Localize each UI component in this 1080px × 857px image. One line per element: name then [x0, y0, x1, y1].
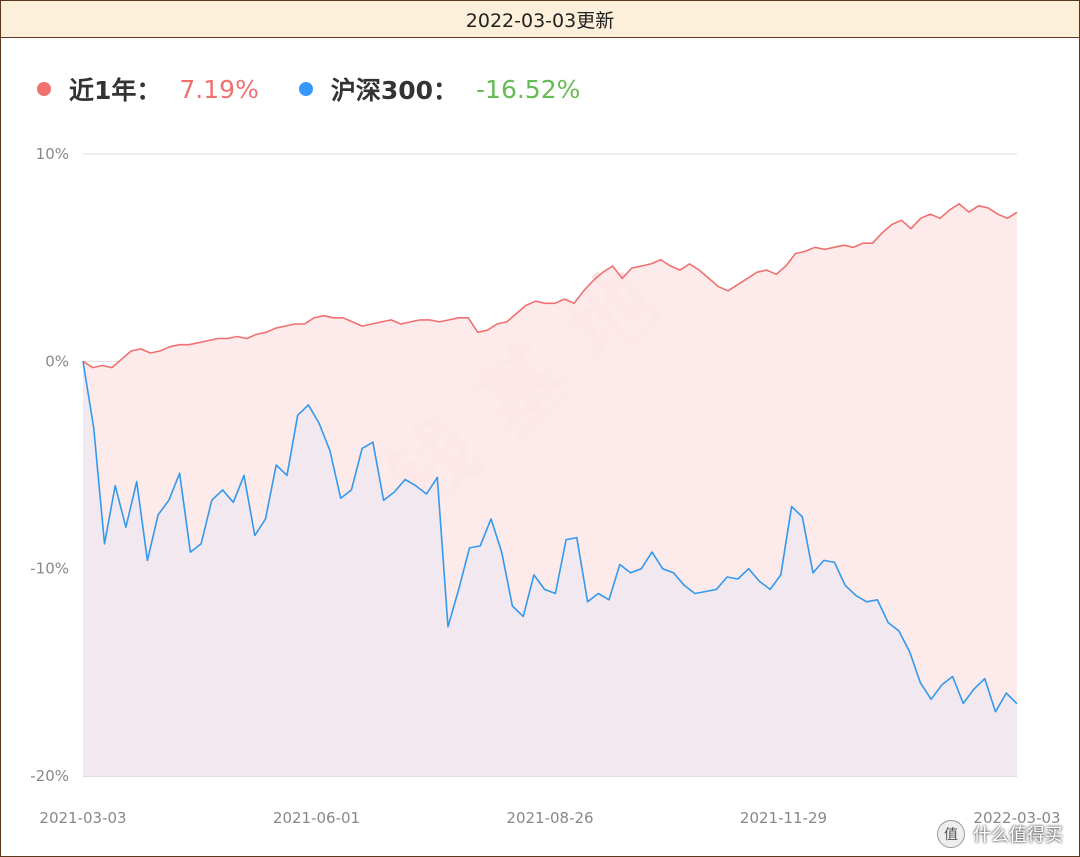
legend-value-fund: 7.19%: [179, 74, 259, 104]
series-area: [83, 361, 1017, 776]
x-tick-label: 2021-06-01: [273, 809, 360, 827]
y-tick-label: -20%: [30, 767, 69, 785]
y-tick-label: 0%: [45, 352, 69, 370]
legend-value-index: -16.52%: [476, 74, 581, 104]
y-tick-label: 10%: [36, 145, 69, 163]
series-line: [82, 361, 1018, 713]
x-tick-label: 2021-08-26: [506, 809, 593, 827]
legend-label-fund: 近1年：: [69, 76, 162, 105]
legend-label-index: 沪深300：: [330, 76, 459, 105]
site-credit: 值 什么值得买: [937, 820, 1063, 848]
credit-text: 什么值得买: [973, 825, 1063, 846]
x-tick-label: 2021-11-29: [740, 809, 827, 827]
y-tick-label: -10%: [30, 560, 69, 578]
legend: 近1年： 7.19% 沪深300： -16.52%: [37, 71, 620, 107]
series-line: [82, 203, 1018, 369]
x-tick-label: 2022-03-03: [973, 809, 1060, 827]
worth-buying-logo-icon: 值: [937, 820, 965, 848]
update-title: 2022-03-03更新: [1, 1, 1079, 38]
legend-dot-icon: [37, 82, 51, 96]
legend-dot-icon: [298, 82, 313, 96]
x-tick-label: 2021-03-03: [39, 809, 126, 827]
